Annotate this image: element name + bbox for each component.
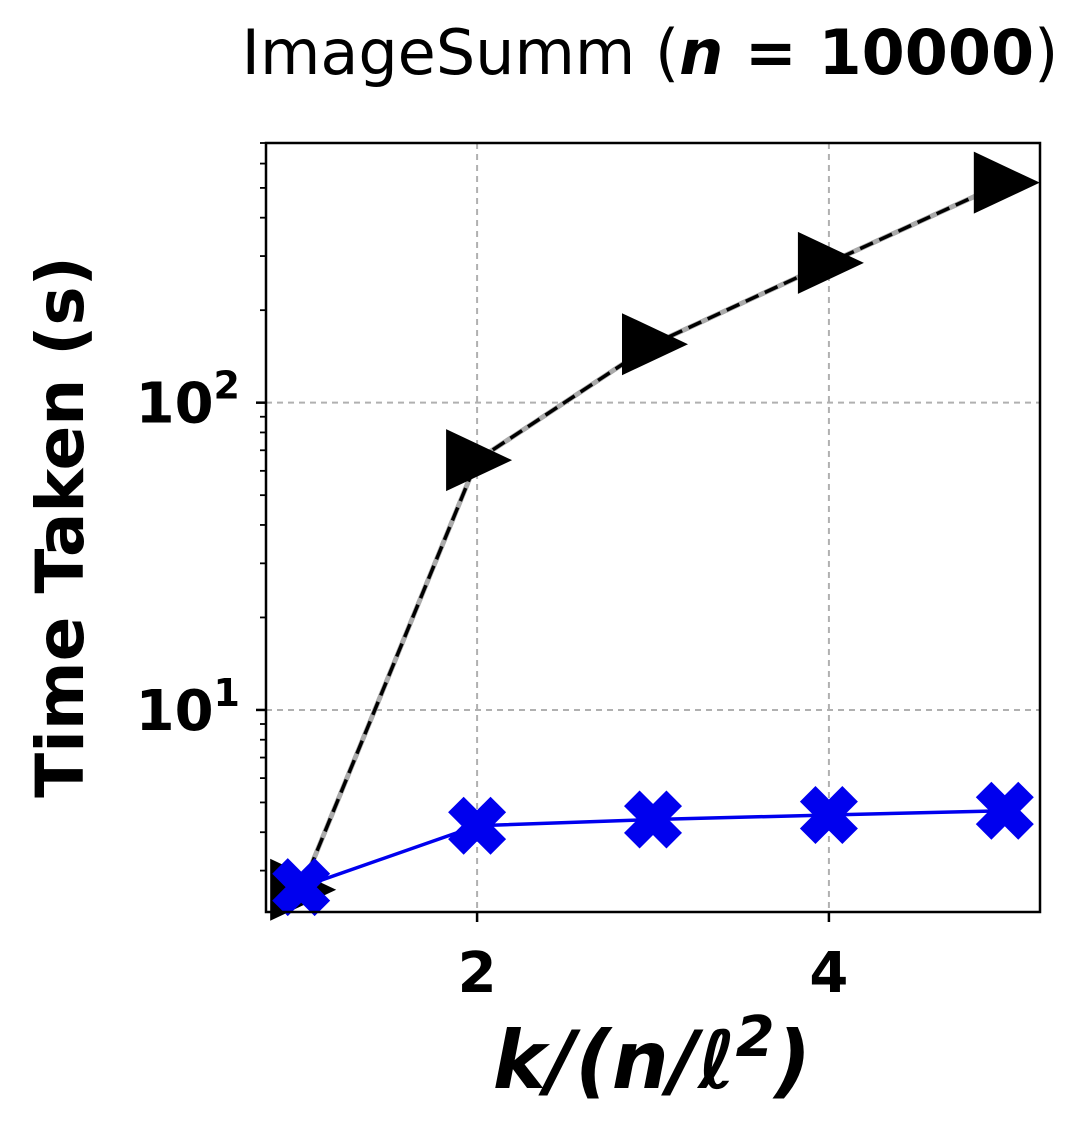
chart-title-value: 10000 <box>818 16 1034 89</box>
data-point-bar <box>272 858 331 917</box>
data-point <box>975 781 1034 840</box>
data-point <box>448 796 507 855</box>
data-point <box>272 858 331 917</box>
x-label-k: k <box>493 1014 551 1107</box>
data-point <box>973 151 1040 214</box>
plot-frame <box>264 141 1042 914</box>
chart-title-prefix: ImageSumm ( <box>242 16 680 89</box>
data-point <box>797 231 864 294</box>
y-tick-label: 101 <box>136 671 240 744</box>
x-label-slash2: / <box>661 1014 704 1107</box>
data-point-bar <box>975 781 1034 840</box>
y-tick-label: 102 <box>136 364 240 437</box>
chart-title: ImageSumm (n = 10000) <box>242 16 1059 89</box>
x-tick-label: 4 <box>809 941 848 1006</box>
data-point <box>622 313 688 376</box>
x-label-n: n <box>612 1014 669 1107</box>
chart-title-var: n <box>679 16 723 89</box>
series-layer <box>270 151 1040 921</box>
x-label-ell: ℓ <box>696 1014 736 1107</box>
x-tick-label: 2 <box>458 941 497 1006</box>
grid-layer <box>266 143 1040 912</box>
x-axis-label: k/(n/ℓ2) <box>493 1005 811 1108</box>
chart-title-eq: = <box>723 16 818 89</box>
x-label-close: ) <box>772 1014 812 1107</box>
series-line-underlay <box>298 180 1006 891</box>
data-point-bar <box>799 786 858 845</box>
data-point-bar <box>448 796 507 855</box>
chart-title-suffix: ) <box>1034 16 1058 89</box>
x-label-sup: 2 <box>736 1005 775 1070</box>
y-tick-base: 10 <box>136 372 214 437</box>
data-point <box>446 429 513 492</box>
y-tick-exp: 1 <box>214 671 240 715</box>
y-tick-exp: 2 <box>214 364 240 408</box>
y-axis-label: Time Taken (s) <box>22 256 99 798</box>
x-label-slash1: /( <box>538 1014 613 1107</box>
data-point <box>624 790 682 849</box>
series-line <box>299 181 1006 891</box>
data-point <box>799 786 858 845</box>
y-tick-base: 10 <box>136 679 214 744</box>
data-point-bar <box>624 790 682 849</box>
